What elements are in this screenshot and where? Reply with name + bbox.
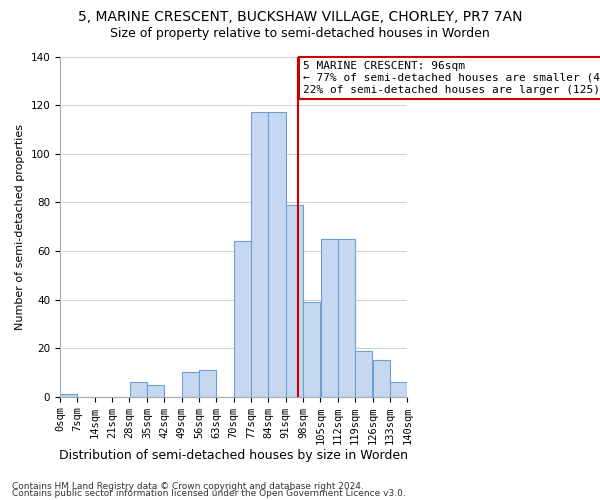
Bar <box>320 239 338 396</box>
Bar <box>338 239 355 396</box>
Bar <box>60 394 77 396</box>
Text: 5, MARINE CRESCENT, BUCKSHAW VILLAGE, CHORLEY, PR7 7AN: 5, MARINE CRESCENT, BUCKSHAW VILLAGE, CH… <box>78 10 522 24</box>
Text: Contains HM Land Registry data © Crown copyright and database right 2024.: Contains HM Land Registry data © Crown c… <box>12 482 364 491</box>
Bar <box>303 302 320 396</box>
X-axis label: Distribution of semi-detached houses by size in Worden: Distribution of semi-detached houses by … <box>59 450 408 462</box>
Bar <box>355 350 373 397</box>
Bar <box>130 382 147 396</box>
Bar <box>268 112 286 397</box>
Text: Size of property relative to semi-detached houses in Worden: Size of property relative to semi-detach… <box>110 28 490 40</box>
Bar <box>286 204 303 396</box>
Bar <box>182 372 199 396</box>
Bar <box>199 370 216 396</box>
Bar <box>234 241 251 396</box>
Bar <box>147 384 164 396</box>
Bar <box>373 360 390 396</box>
Y-axis label: Number of semi-detached properties: Number of semi-detached properties <box>15 124 25 330</box>
Text: 5 MARINE CRESCENT: 96sqm
← 77% of semi-detached houses are smaller (427)
22% of : 5 MARINE CRESCENT: 96sqm ← 77% of semi-d… <box>303 62 600 94</box>
Bar <box>251 112 268 397</box>
Text: Contains public sector information licensed under the Open Government Licence v3: Contains public sector information licen… <box>12 490 406 498</box>
Bar <box>390 382 407 396</box>
